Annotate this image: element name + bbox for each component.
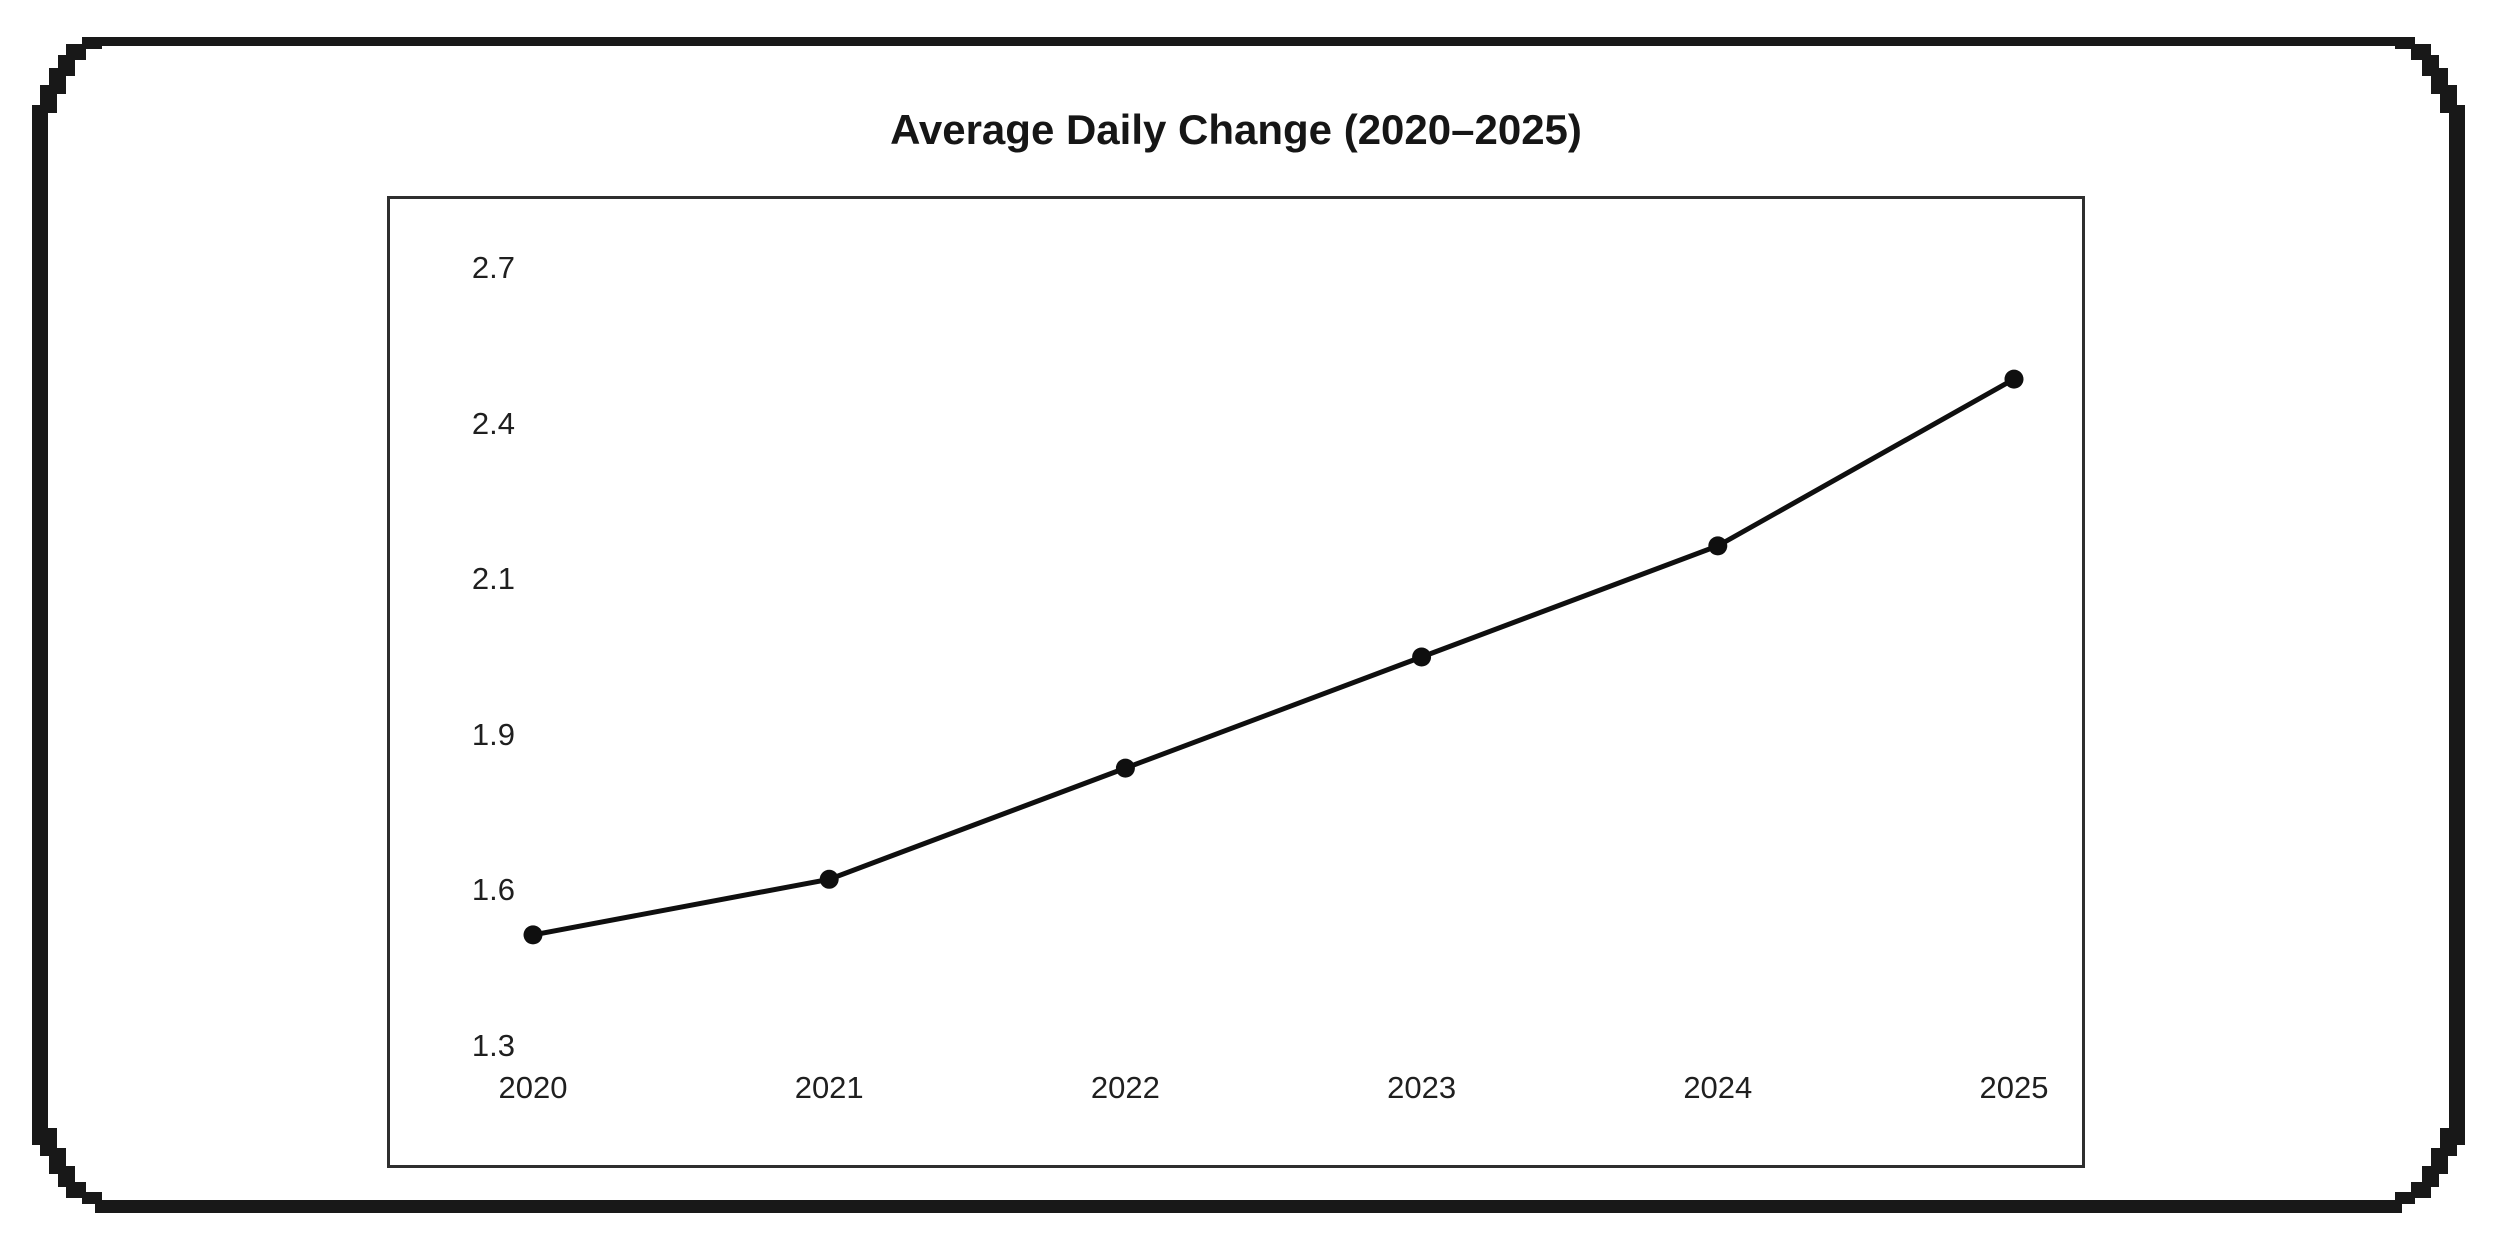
frame-corner-step [58, 55, 75, 76]
frame-corner-step [66, 44, 86, 60]
frame-left-bar [32, 105, 48, 1145]
y-tick-label: 2.7 [471, 250, 515, 285]
y-tick-label: 2.1 [471, 561, 515, 597]
frame-top-bar [95, 37, 2402, 46]
frame-corner-step [2395, 1192, 2415, 1204]
data-point-marker [523, 925, 543, 945]
data-point-marker [1115, 758, 1135, 778]
frame-corner-step [2411, 1182, 2431, 1198]
x-tick-label: 2023 [1387, 1070, 1457, 1105]
data-point-marker [2004, 369, 2024, 389]
x-tick-label: 2024 [1683, 1070, 1753, 1105]
data-point-marker [1412, 647, 1432, 667]
data-point-marker [819, 869, 839, 889]
frame-corner-step [58, 1166, 75, 1187]
chart-title: Average Daily Change (2020–2025) [890, 106, 1582, 153]
y-tick-label: 1.3 [471, 1028, 515, 1063]
x-tick-label: 2025 [1979, 1070, 2049, 1105]
frame-corner-step [2422, 1166, 2439, 1187]
frame-right-bar [2449, 105, 2465, 1145]
frame-bottom-bar [95, 1200, 2402, 1213]
plot-area: 1.3 1.6 1.9 2.1 2.4 2.7 2020 2021 2022 2023 2024 20… [387, 196, 2085, 1168]
line-chart [523, 369, 2024, 945]
x-tick-label: 2021 [794, 1070, 864, 1105]
frame-corner-step [2422, 55, 2439, 76]
y-tick-label: 2.4 [471, 405, 515, 441]
frame-corner-step [66, 1182, 86, 1198]
x-tick-label: 2020 [498, 1070, 568, 1105]
frame-corner-step [2395, 37, 2415, 49]
frame-corner-step [82, 1192, 102, 1204]
data-point-marker [1708, 536, 1728, 556]
y-tick-label: 1.6 [471, 872, 515, 908]
frame-corner-step [82, 37, 102, 49]
data-line [532, 376, 2016, 938]
y-tick-label: 1.9 [471, 716, 515, 752]
x-tick-label: 2022 [1090, 1070, 1160, 1105]
frame-corner-step [2411, 44, 2431, 60]
